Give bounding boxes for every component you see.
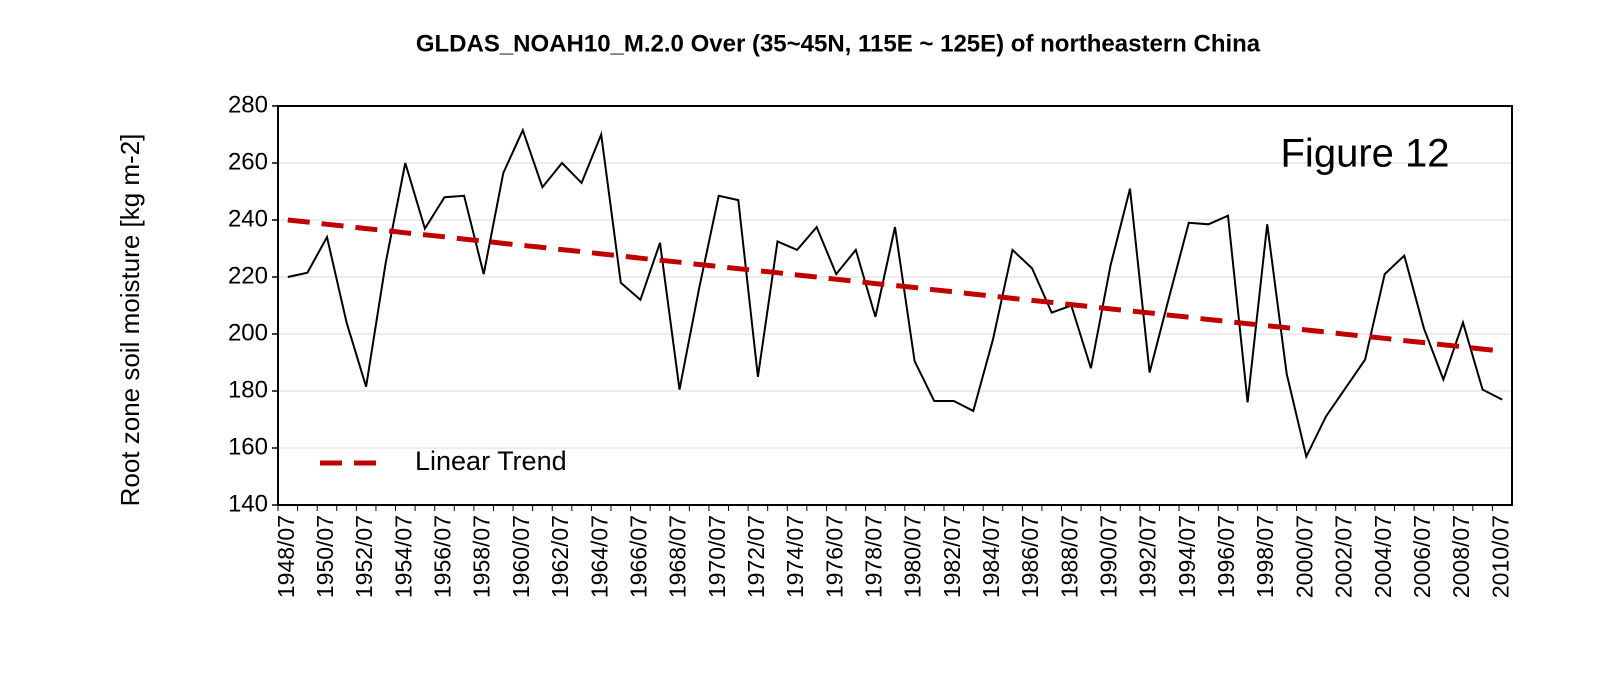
x-tick-label: 1954/07	[390, 515, 416, 598]
x-tick-label: 1988/07	[1056, 515, 1082, 598]
x-tick-label: 1986/07	[1017, 515, 1043, 598]
plot-frame	[277, 105, 1513, 506]
trend-line	[287, 217, 1503, 354]
x-tick-label: 1972/07	[743, 515, 769, 598]
x-tick-label: 2006/07	[1409, 515, 1435, 598]
x-tick-label: 2004/07	[1370, 515, 1396, 598]
y-tick-label: 160	[228, 433, 268, 460]
x-tick-label: 1970/07	[704, 515, 730, 598]
x-tick-label: 1982/07	[939, 515, 965, 598]
x-tick-label: 1992/07	[1135, 515, 1161, 598]
y-tick-label: 200	[228, 319, 268, 346]
x-tick-label: 2008/07	[1448, 515, 1474, 598]
y-axis-label: Root zone soil moisture [kg m-2]	[115, 134, 145, 507]
x-tick-label: 1994/07	[1174, 515, 1200, 598]
y-tick-label: 280	[228, 91, 268, 118]
y-tick-label: 260	[228, 148, 268, 175]
x-tick-label: 2002/07	[1331, 515, 1357, 598]
x-tick-label: 1980/07	[900, 515, 926, 598]
x-tick-label: 1966/07	[625, 515, 651, 598]
x-tick-label: 2010/07	[1487, 515, 1513, 598]
chart-title: GLDAS_NOAH10_M.2.0 Over (35~45N, 115E ~ …	[416, 30, 1261, 57]
x-tick-label: 1952/07	[351, 515, 377, 598]
annotation: Figure 12	[1281, 132, 1450, 176]
y-tick-label: 240	[228, 205, 268, 232]
x-tick-label: 1960/07	[508, 515, 534, 598]
x-tick-label: 1990/07	[1096, 515, 1122, 598]
x-tick-label: 1996/07	[1213, 515, 1239, 598]
x-tick-label: 1948/07	[273, 515, 299, 598]
data-line	[287, 127, 1503, 460]
x-tick-label: 1974/07	[782, 515, 808, 598]
x-tick-label: 1958/07	[469, 515, 495, 598]
y-tick-label: 220	[228, 262, 268, 289]
x-tick-label: 1998/07	[1252, 515, 1278, 598]
x-tick-label: 1956/07	[430, 515, 456, 598]
y-tick-label: 140	[228, 490, 268, 517]
legend-label: Linear Trend	[415, 446, 567, 476]
y-tick-label: 180	[228, 376, 268, 403]
x-tick-label: 1978/07	[860, 515, 886, 598]
x-tick-label: 1950/07	[312, 515, 338, 598]
x-tick-label: 2000/07	[1291, 515, 1317, 598]
x-tick-label: 1962/07	[547, 515, 573, 598]
x-tick-label: 1968/07	[665, 515, 691, 598]
x-tick-label: 1984/07	[978, 515, 1004, 598]
x-tick-label: 1964/07	[586, 515, 612, 598]
x-tick-label: 1976/07	[821, 515, 847, 598]
